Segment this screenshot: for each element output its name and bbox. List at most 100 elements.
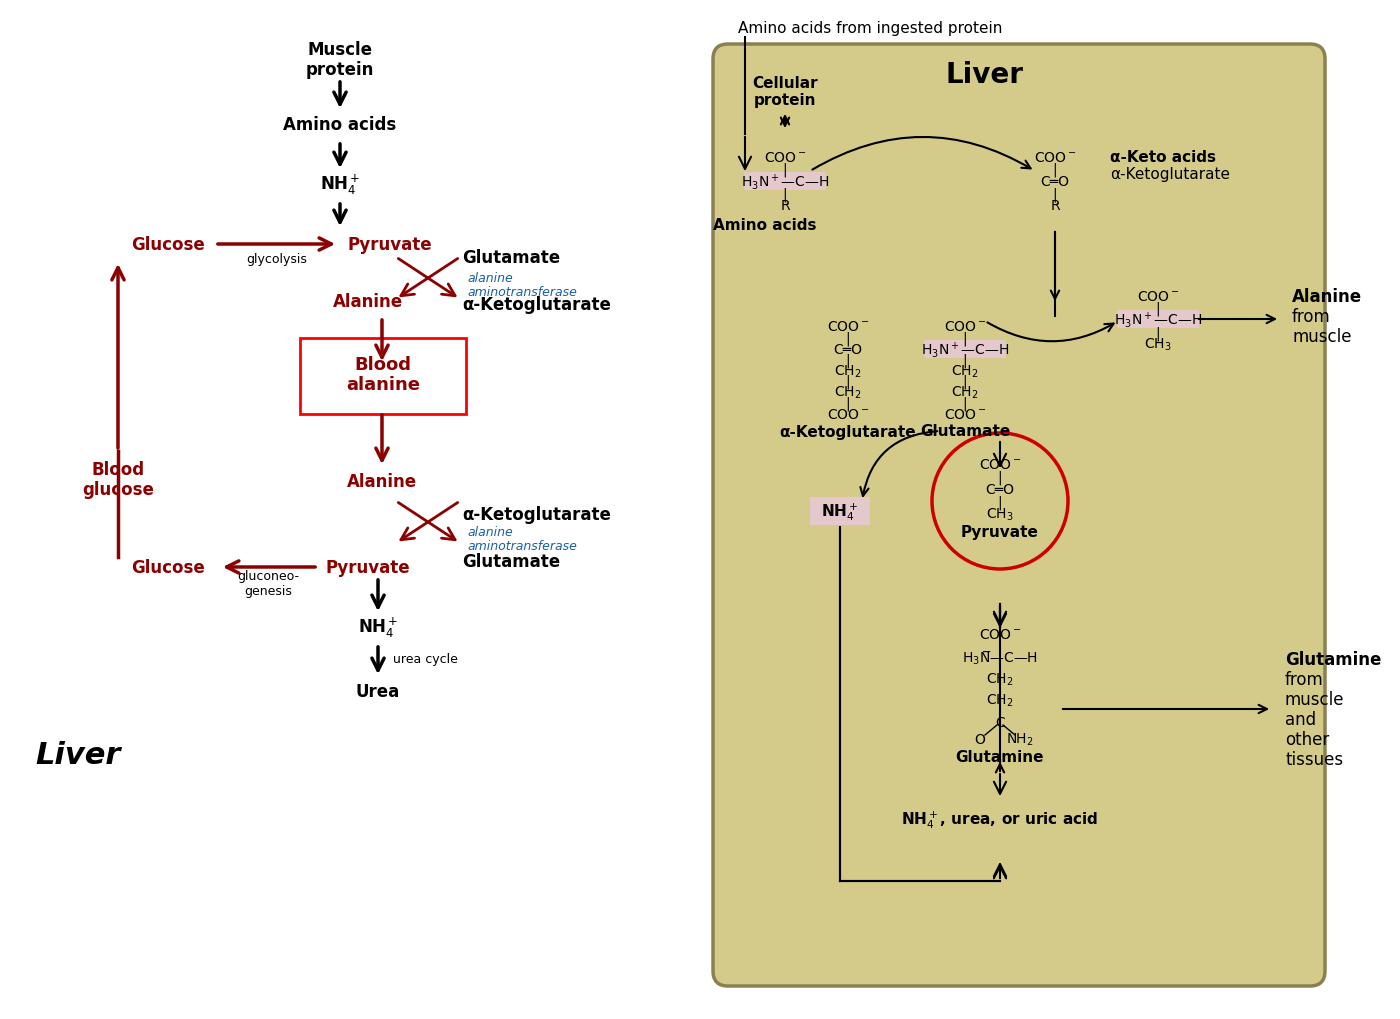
Text: Amino acids: Amino acids	[283, 116, 396, 133]
Text: NH$_4^+$, urea, or uric acid: NH$_4^+$, urea, or uric acid	[902, 808, 1099, 830]
Text: urea cycle: urea cycle	[393, 653, 458, 665]
Text: |: |	[998, 639, 1002, 653]
Text: COO$^-$: COO$^-$	[979, 628, 1022, 641]
Text: |: |	[963, 374, 967, 389]
Text: COO$^-$: COO$^-$	[826, 408, 869, 422]
Text: Urea: Urea	[356, 683, 400, 700]
Text: CH$_3$: CH$_3$	[986, 506, 1014, 523]
Text: α-Ketoglutarate: α-Ketoglutarate	[462, 505, 610, 524]
Text: Glucose: Glucose	[132, 558, 204, 577]
Text: Liver: Liver	[946, 61, 1023, 89]
Text: |: |	[1155, 302, 1161, 316]
Text: |: |	[846, 354, 850, 368]
FancyBboxPatch shape	[811, 497, 869, 526]
Text: |: |	[998, 704, 1002, 718]
Text: COO$^-$: COO$^-$	[763, 151, 806, 165]
Text: Pyruvate: Pyruvate	[960, 525, 1039, 540]
FancyBboxPatch shape	[300, 338, 466, 415]
Text: α-Ketoglutarate: α-Ketoglutarate	[1110, 166, 1231, 181]
Text: |: |	[1155, 326, 1161, 341]
Text: alanine: alanine	[468, 526, 512, 539]
Text: |: |	[846, 396, 850, 411]
Text: COO$^-$: COO$^-$	[1033, 151, 1077, 165]
Text: COO$^-$: COO$^-$	[979, 458, 1022, 472]
Text: |: |	[998, 661, 1002, 676]
Text: NH$_4^+$: NH$_4^+$	[319, 172, 360, 197]
Text: Muscle
protein: Muscle protein	[305, 41, 374, 79]
Text: Glutamate: Glutamate	[462, 552, 560, 571]
Text: NH$_4^+$: NH$_4^+$	[358, 615, 398, 640]
Text: tissues: tissues	[1285, 750, 1343, 768]
Text: CH$_2$: CH$_2$	[834, 384, 862, 400]
Text: Pyruvate: Pyruvate	[326, 558, 410, 577]
Text: Glutamate: Glutamate	[462, 249, 560, 267]
Text: NH$_2$: NH$_2$	[1007, 731, 1033, 748]
Text: C: C	[995, 715, 1005, 730]
Text: CH$_2$: CH$_2$	[986, 672, 1014, 688]
Text: |: |	[846, 331, 850, 345]
Text: |: |	[783, 187, 787, 202]
Text: H$_3$N$^+$—C—H: H$_3$N$^+$—C—H	[741, 172, 829, 192]
Text: H$_3$N$^+$—C—H: H$_3$N$^+$—C—H	[1114, 310, 1203, 329]
Text: |: |	[1053, 187, 1057, 202]
Text: COO$^-$: COO$^-$	[826, 320, 869, 333]
Text: Amino acids: Amino acids	[713, 217, 816, 232]
Text: Alanine: Alanine	[333, 292, 403, 311]
Text: COO$^-$: COO$^-$	[944, 320, 987, 333]
Text: aminotransferase: aminotransferase	[468, 285, 577, 299]
Text: alanine: alanine	[468, 271, 512, 284]
Text: |: |	[963, 331, 967, 345]
Text: Blood
glucose: Blood glucose	[83, 461, 154, 499]
Text: Blood
alanine: Blood alanine	[346, 356, 420, 394]
Text: |: |	[963, 354, 967, 368]
Text: |: |	[783, 163, 787, 177]
Text: Alanine: Alanine	[347, 473, 417, 490]
Text: α-Ketoglutarate: α-Ketoglutarate	[462, 296, 610, 314]
Text: NH$_4^+$: NH$_4^+$	[822, 500, 858, 523]
FancyBboxPatch shape	[743, 173, 826, 191]
Text: R: R	[1050, 199, 1060, 213]
Text: Liver: Liver	[35, 740, 120, 768]
Text: |: |	[1053, 163, 1057, 177]
Text: α-Keto acids: α-Keto acids	[1110, 151, 1217, 165]
Text: O: O	[974, 733, 986, 746]
Text: and: and	[1285, 710, 1316, 729]
Text: other: other	[1285, 731, 1329, 748]
Text: α-Ketoglutarate: α-Ketoglutarate	[780, 424, 917, 439]
Text: H$_3$N̅—C—H: H$_3$N̅—C—H	[962, 649, 1037, 666]
Text: Glutamate: Glutamate	[920, 424, 1011, 439]
Text: gluconeo-
genesis: gluconeo- genesis	[237, 570, 300, 597]
Text: muscle: muscle	[1292, 328, 1351, 345]
Text: |: |	[998, 682, 1002, 697]
Text: Pyruvate: Pyruvate	[347, 235, 433, 254]
Text: COO$^-$: COO$^-$	[1137, 289, 1179, 304]
Text: glycolysis: glycolysis	[246, 254, 308, 266]
Text: COO$^-$: COO$^-$	[944, 408, 987, 422]
Text: CH$_3$: CH$_3$	[1144, 336, 1172, 353]
Text: |: |	[998, 471, 1002, 485]
Text: |: |	[963, 396, 967, 411]
FancyBboxPatch shape	[713, 45, 1324, 986]
Text: CH$_2$: CH$_2$	[951, 364, 979, 380]
Text: Amino acids from ingested protein: Amino acids from ingested protein	[738, 20, 1002, 36]
Text: Alanine: Alanine	[1292, 287, 1362, 306]
Text: CH$_2$: CH$_2$	[951, 384, 979, 400]
Text: Glucose: Glucose	[132, 235, 204, 254]
Text: R: R	[780, 199, 790, 213]
Text: Cellular
protein: Cellular protein	[752, 75, 818, 108]
Text: |: |	[998, 495, 1002, 510]
Text: muscle: muscle	[1285, 690, 1344, 708]
Text: |: |	[846, 374, 850, 389]
Text: C═O: C═O	[986, 483, 1015, 496]
Text: from: from	[1285, 671, 1324, 688]
Text: C═O: C═O	[833, 342, 862, 357]
Text: CH$_2$: CH$_2$	[834, 364, 862, 380]
FancyBboxPatch shape	[1117, 311, 1198, 329]
Text: CH$_2$: CH$_2$	[986, 692, 1014, 708]
Text: C═O: C═O	[1040, 175, 1070, 189]
Text: aminotransferase: aminotransferase	[468, 540, 577, 553]
Text: Glutamine: Glutamine	[956, 749, 1044, 764]
Text: Glutamine: Glutamine	[1285, 650, 1382, 668]
Text: from: from	[1292, 308, 1331, 326]
Text: H$_3$N$^+$—C—H: H$_3$N$^+$—C—H	[921, 339, 1009, 360]
